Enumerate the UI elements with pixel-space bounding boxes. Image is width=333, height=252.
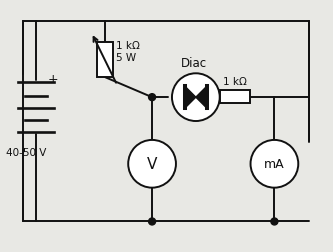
Circle shape — [128, 140, 176, 188]
Bar — [220, 91, 249, 104]
Circle shape — [172, 74, 220, 121]
Text: +: + — [48, 73, 58, 85]
Polygon shape — [185, 87, 196, 109]
Circle shape — [271, 218, 278, 225]
Text: V: V — [147, 157, 157, 172]
Circle shape — [250, 140, 298, 188]
Text: Diac: Diac — [181, 57, 207, 70]
Text: 1 kΩ: 1 kΩ — [116, 41, 140, 51]
Polygon shape — [196, 87, 207, 109]
Text: mA: mA — [264, 158, 285, 171]
Bar — [97, 43, 113, 78]
Text: 40-50 V: 40-50 V — [6, 147, 46, 157]
Text: 1 kΩ: 1 kΩ — [223, 77, 246, 87]
Circle shape — [149, 94, 156, 101]
Circle shape — [149, 218, 156, 225]
Text: 5 W: 5 W — [116, 53, 137, 63]
